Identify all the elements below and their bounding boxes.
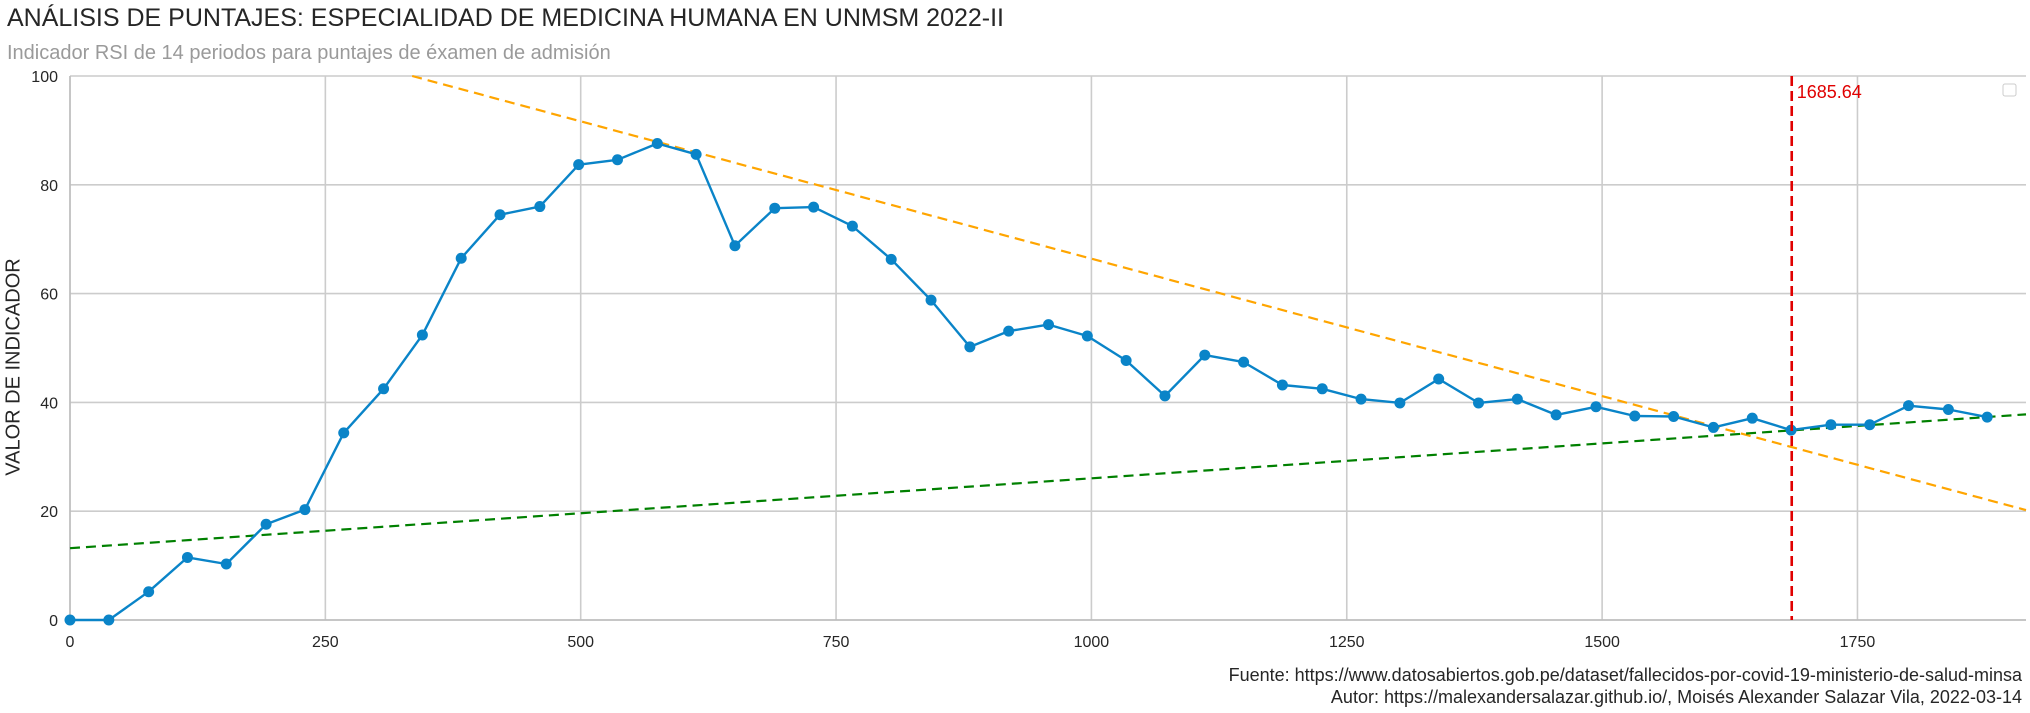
axes: 0 250 500 750 1000 1250 1500 1750 0 20 40 60 80 100 [31, 69, 2026, 651]
data-point [690, 148, 702, 160]
data-point [378, 383, 390, 395]
series [64, 137, 1993, 626]
data-point [1942, 403, 1954, 415]
data-point [1003, 325, 1015, 337]
data-point [1825, 419, 1837, 431]
data-point [338, 427, 350, 439]
data-point [964, 341, 976, 353]
data-point [1355, 393, 1367, 405]
source-note: Fuente: https://www.datosabiertos.gob.pe… [1228, 665, 2022, 685]
data-point [455, 252, 467, 264]
data-point [808, 201, 820, 213]
data-point [1473, 397, 1485, 409]
data-point [1511, 393, 1523, 405]
data-point [416, 329, 428, 341]
data-point [885, 253, 897, 265]
data-point [1159, 390, 1171, 402]
data-point [1981, 411, 1993, 423]
data-point [1707, 421, 1719, 433]
y-tick-label: 0 [49, 613, 58, 630]
legend-box [2002, 83, 2017, 97]
trendlines [69, 74, 2027, 550]
y-tick-label: 60 [40, 287, 58, 304]
vertical-marker-label: 1685.64 [1797, 82, 1862, 102]
data-point [925, 294, 937, 306]
data-point [1550, 409, 1562, 421]
x-tick-label: 750 [823, 634, 850, 651]
data-point [1276, 379, 1288, 391]
data-point [1120, 355, 1132, 367]
x-tick-label: 0 [66, 634, 75, 651]
x-tick-label: 500 [567, 634, 594, 651]
data-point [611, 154, 623, 166]
chart-title: ANÁLISIS DE PUNTAJES: ESPECIALIDAD DE ME… [7, 4, 1004, 32]
data-point [534, 201, 546, 213]
data-point [299, 504, 311, 516]
data-point [1629, 410, 1641, 422]
data-point [1590, 401, 1602, 413]
data-point [260, 518, 272, 530]
data-point [1864, 419, 1876, 431]
data-point [103, 614, 115, 626]
data-point [1433, 373, 1445, 385]
y-tick-label: 80 [40, 178, 58, 195]
data-point [769, 202, 781, 214]
data-point [220, 558, 232, 570]
data-point [1903, 400, 1915, 412]
data-point [1394, 397, 1406, 409]
data-point [651, 137, 663, 149]
data-point [181, 551, 193, 563]
data-point [729, 240, 741, 252]
y-tick-label: 40 [40, 395, 58, 412]
y-tick-label: 100 [31, 69, 58, 86]
vertical-marker: 1685.64 [1790, 76, 1862, 620]
upper-trendline [411, 74, 2027, 512]
x-tick-label: 1750 [1840, 634, 1876, 651]
data-point [1746, 412, 1758, 424]
x-tick-label: 1500 [1584, 634, 1620, 651]
data-point [846, 220, 858, 232]
lower-trendline [69, 413, 2027, 550]
y-tick-label: 20 [40, 504, 58, 521]
grid [69, 75, 2026, 621]
data-point [64, 614, 76, 626]
x-tick-label: 1000 [1074, 634, 1110, 651]
data-point [143, 586, 155, 598]
data-point [1238, 356, 1250, 368]
x-tick-label: 250 [312, 634, 339, 651]
data-point [1199, 349, 1211, 361]
data-point [1043, 319, 1055, 331]
x-tick-label: 1250 [1329, 634, 1365, 651]
chart-subtitle: Indicador RSI de 14 periodos para puntaj… [7, 42, 611, 64]
rsi-series-line [70, 142, 1988, 622]
data-point [1668, 411, 1680, 423]
data-point [1081, 330, 1093, 342]
author-note: Autor: https://malexandersalazar.github.… [1330, 687, 2022, 707]
data-point [573, 159, 585, 171]
data-point [494, 209, 506, 221]
data-point [1316, 383, 1328, 395]
